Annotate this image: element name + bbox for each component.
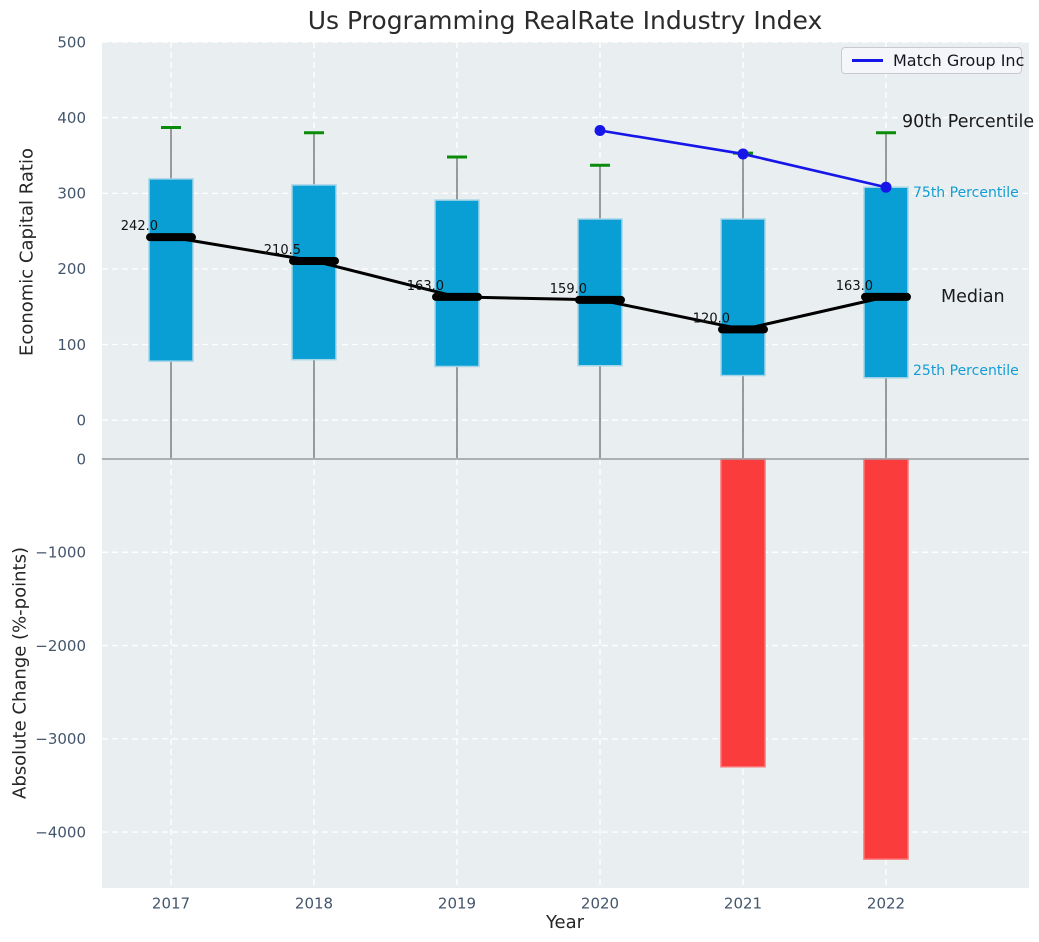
svg-text:163.0: 163.0 (836, 279, 873, 294)
svg-text:210.5: 210.5 (264, 243, 301, 258)
svg-text:0: 0 (76, 411, 86, 429)
svg-text:159.0: 159.0 (550, 282, 587, 297)
svg-text:2020: 2020 (581, 894, 619, 912)
legend-label: Match Group Inc (893, 51, 1025, 70)
svg-text:300: 300 (57, 185, 86, 203)
svg-text:2021: 2021 (724, 894, 762, 912)
x-axis-label: Year (545, 912, 585, 933)
box-2020 (577, 218, 623, 367)
svg-text:−2000: −2000 (35, 637, 86, 655)
box-2017 (148, 178, 194, 362)
annotation-median: Median (941, 287, 1005, 307)
box-2019 (434, 199, 480, 368)
svg-text:200: 200 (57, 260, 86, 278)
svg-text:2018: 2018 (295, 894, 333, 912)
tick-labels: 500 400 300 200 100 0 0 −1000 −2000 −3000 −4000 201… (35, 33, 905, 912)
svg-text:120.0: 120.0 (693, 311, 730, 326)
bottom-y-axis-label: Absolute Change (%-points) (9, 547, 31, 799)
svg-text:100: 100 (57, 336, 86, 354)
change-bar-2021 (720, 458, 766, 768)
median-value-labels: 242.0 210.5 163.0 159.0 120.0 163.0 (121, 219, 873, 326)
change-bar-2022 (863, 458, 909, 860)
change-bars (720, 458, 909, 860)
svg-text:−4000: −4000 (35, 823, 86, 841)
svg-text:400: 400 (57, 109, 86, 127)
svg-text:0: 0 (76, 450, 86, 468)
median-line (146, 233, 911, 334)
svg-text:−3000: −3000 (35, 730, 86, 748)
svg-text:500: 500 (57, 33, 86, 51)
annotation-90th-percentile: 90th Percentile (902, 112, 1035, 132)
svg-text:163.0: 163.0 (407, 279, 444, 294)
box-2018 (291, 184, 337, 361)
legend-line-swatch (852, 59, 883, 62)
svg-text:2017: 2017 (152, 894, 190, 912)
svg-text:242.0: 242.0 (121, 219, 158, 234)
top-y-axis-label: Economic Capital Ratio (16, 148, 38, 356)
annotation-75th-percentile: 75th Percentile (913, 185, 1019, 201)
svg-text:2019: 2019 (438, 894, 476, 912)
svg-text:−1000: −1000 (35, 544, 86, 562)
company-line (594, 124, 892, 193)
svg-text:2022: 2022 (867, 894, 905, 912)
annotation-25th-percentile: 25th Percentile (913, 363, 1019, 379)
box-2021 (720, 218, 766, 377)
chart-title: Us Programming RealRate Industry Index (307, 6, 823, 35)
legend: Match Group Inc (841, 47, 1025, 74)
